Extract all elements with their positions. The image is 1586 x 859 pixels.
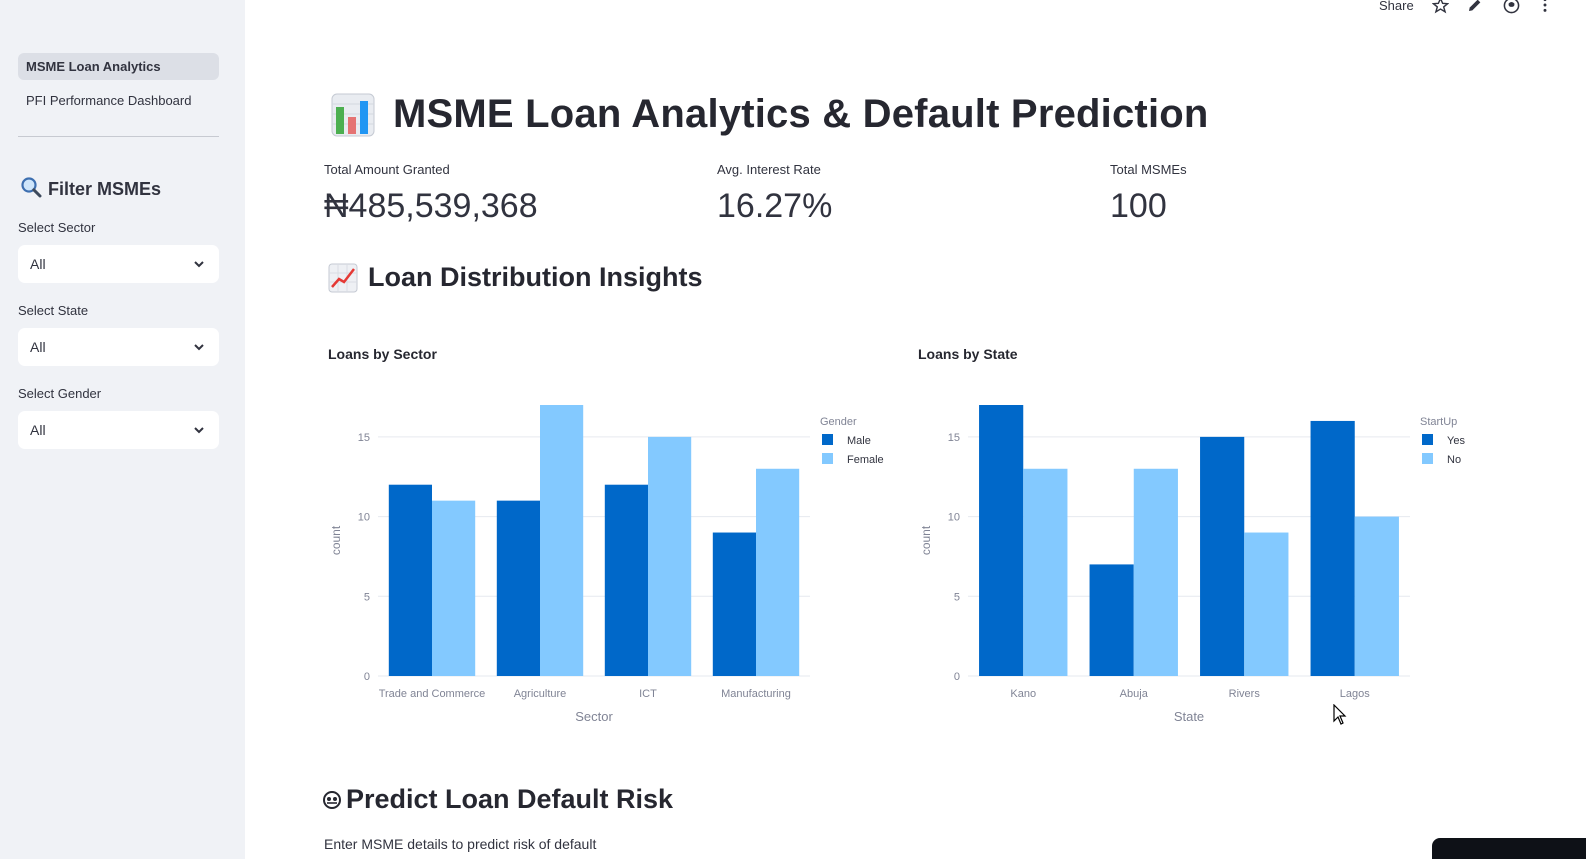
bar-abuja-yes [1089, 564, 1134, 676]
y-tick-label: 10 [948, 512, 960, 524]
sidebar-divider [18, 136, 219, 137]
bar-rivers-no [1244, 532, 1289, 676]
trend-up-icon [328, 263, 358, 292]
loans-by-sector-chart[interactable]: 0 5 10 15 Trade and Commerce Agriculture ICT Ma… [320, 405, 910, 735]
select-gender-dropdown[interactable]: All [18, 411, 219, 449]
nav-item-pfi-performance-dashboard[interactable]: PFI Performance Dashboard [26, 93, 192, 108]
magnifier-icon [20, 176, 42, 203]
legend-label-male: Male [847, 435, 871, 447]
select-state-label: Select State [18, 303, 89, 318]
select-sector-dropdown[interactable]: All [18, 245, 219, 283]
bar-kano-yes [979, 405, 1024, 676]
crystal-ball-icon [323, 790, 341, 809]
edit-icon[interactable] [1467, 0, 1483, 13]
metric-total-amount-label: Total Amount Granted [324, 162, 450, 177]
legend-label-no: No [1447, 454, 1461, 466]
metric-total-msmes-value: 100 [1110, 187, 1167, 225]
y-tick-label: 15 [358, 432, 370, 444]
bar-kano-no [1023, 468, 1068, 676]
x-tick-label: ICT [639, 688, 657, 700]
metric-total-msmes-label: Total MSMEs [1110, 162, 1187, 177]
legend-title: StartUp [1420, 416, 1457, 428]
legend-swatch-no [1422, 453, 1433, 464]
select-state-value: All [30, 339, 46, 355]
metric-avg-interest-value: 16.27% [717, 187, 833, 225]
bar-agriculture-male [496, 500, 540, 676]
select-state-dropdown[interactable]: All [18, 328, 219, 366]
predict-section-header: Predict Loan Default Risk [322, 784, 673, 815]
legend-label-female: Female [847, 454, 884, 466]
y-tick-label: 0 [954, 671, 960, 683]
bar-chart-icon [331, 93, 375, 136]
sidebar: MSME Loan Analytics PFI Performance Dash… [0, 0, 245, 859]
bar-ict-male [604, 484, 648, 676]
y-axis-title: count [329, 525, 343, 555]
y-tick-label: 5 [364, 591, 370, 603]
page-title-text: MSME Loan Analytics & Default Prediction [393, 92, 1209, 136]
github-icon[interactable] [1503, 0, 1520, 14]
x-tick-label: Manufacturing [721, 688, 791, 700]
insights-section-header: Loan Distribution Insights [328, 262, 702, 293]
y-tick-label: 5 [954, 591, 960, 603]
filter-header: Filter MSMEs [20, 176, 161, 203]
bar-abuja-no [1133, 468, 1178, 676]
mouse-cursor-icon [1333, 704, 1347, 725]
bar-manufacturing-female [756, 468, 800, 676]
share-button[interactable]: Share [1379, 0, 1414, 13]
select-sector-label: Select Sector [18, 220, 96, 235]
x-tick-label: Trade and Commerce [379, 688, 486, 700]
more-icon[interactable] [1541, 0, 1549, 13]
loans-by-state-chart[interactable]: 0 5 10 15 Kano Abuja Rivers Lagos State count Star… [910, 405, 1510, 735]
chevron-down-icon [194, 344, 204, 351]
x-axis-title: State [1174, 709, 1204, 724]
chart-title-sector: Loans by Sector [328, 346, 437, 362]
x-tick-label: Kano [1010, 688, 1036, 700]
x-tick-label: Abuja [1120, 688, 1149, 700]
bar-agriculture-female [540, 405, 584, 676]
x-tick-label: Rivers [1229, 688, 1261, 700]
nav-item-msme-loan-analytics[interactable]: MSME Loan Analytics [18, 53, 219, 80]
x-tick-label: Lagos [1340, 688, 1370, 700]
legend-swatch-male [822, 434, 833, 445]
filter-header-label: Filter MSMEs [48, 179, 162, 199]
chevron-down-icon [194, 427, 204, 434]
select-gender-label: Select Gender [18, 386, 102, 401]
select-sector-value: All [30, 256, 46, 272]
legend-label-yes: Yes [1447, 435, 1465, 447]
legend-swatch-yes [1422, 434, 1433, 445]
bar-trade-and-commerce-male [388, 484, 432, 676]
x-tick-label: Agriculture [514, 688, 567, 700]
metric-total-amount-value: ₦485,539,368 [324, 187, 538, 225]
bar-lagos-yes [1310, 420, 1355, 676]
legend-title: Gender [820, 416, 857, 428]
insights-section-title: Loan Distribution Insights [368, 262, 703, 292]
legend-swatch-female [822, 453, 833, 464]
bar-lagos-no [1354, 516, 1399, 676]
dark-floating-button[interactable] [1432, 838, 1586, 859]
chart-title-state: Loans by State [918, 346, 1018, 362]
predict-section-subtitle: Enter MSME details to predict risk of de… [324, 836, 597, 852]
chevron-down-icon [194, 261, 204, 268]
y-tick-label: 10 [358, 512, 370, 524]
bar-trade-and-commerce-female [432, 500, 476, 676]
select-gender-value: All [30, 422, 46, 438]
metric-avg-interest-label: Avg. Interest Rate [717, 162, 821, 177]
bar-manufacturing-male [712, 532, 756, 676]
y-tick-label: 0 [364, 671, 370, 683]
predict-section-title: Predict Loan Default Risk [346, 784, 674, 814]
bar-rivers-yes [1200, 436, 1245, 676]
star-icon[interactable] [1432, 0, 1449, 14]
page-title: MSME Loan Analytics & Default Prediction [331, 92, 1209, 137]
x-axis-title: Sector [575, 709, 613, 724]
bar-ict-female [648, 436, 692, 676]
y-tick-label: 15 [948, 432, 960, 444]
y-axis-title: count [919, 525, 933, 555]
